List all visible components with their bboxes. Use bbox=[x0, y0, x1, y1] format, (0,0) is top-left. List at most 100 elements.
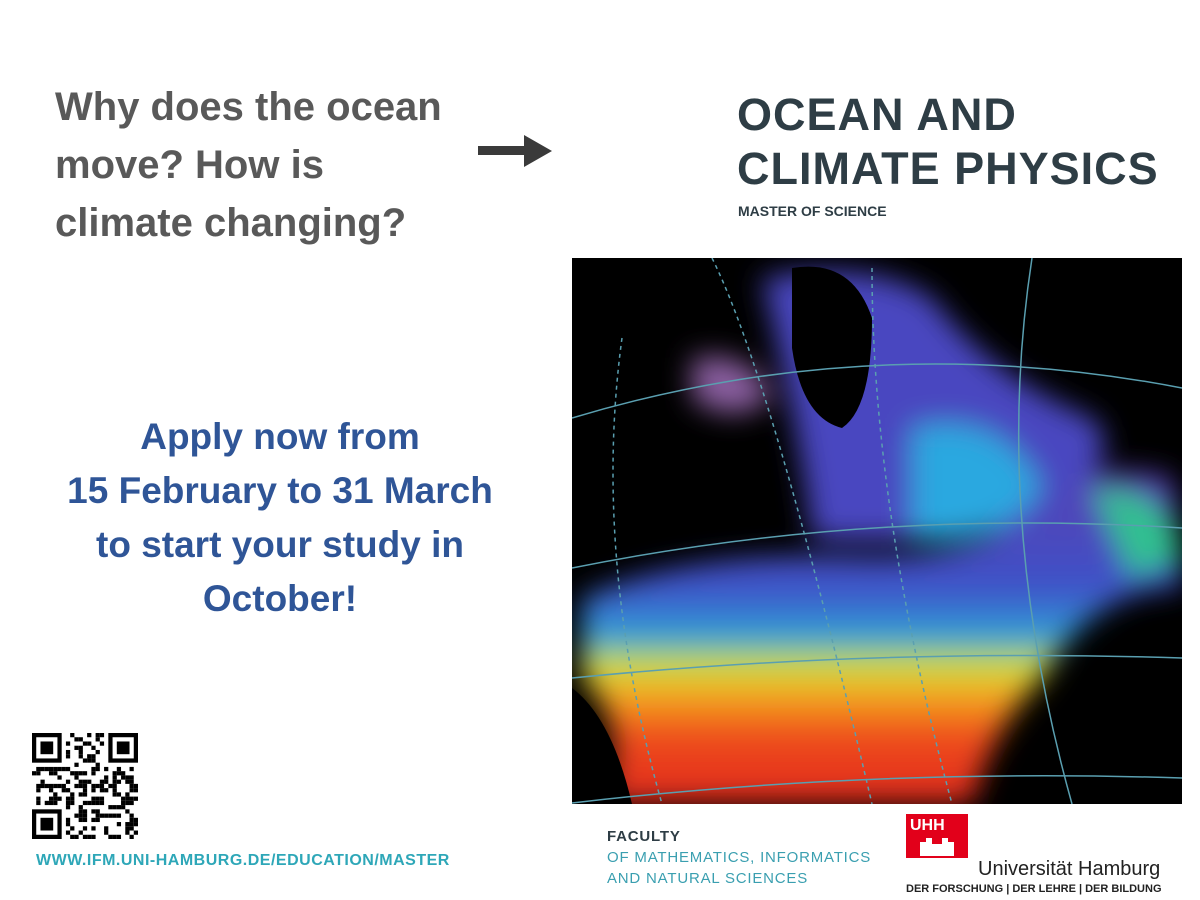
qr-module bbox=[91, 809, 96, 814]
qr-module bbox=[104, 779, 109, 784]
qr-module bbox=[87, 754, 92, 759]
qr-module bbox=[48, 783, 54, 789]
qr-module bbox=[78, 830, 83, 835]
qr-module bbox=[104, 788, 109, 793]
qr-module bbox=[129, 775, 134, 780]
qr-module bbox=[82, 813, 88, 818]
qr-module bbox=[91, 783, 96, 789]
qr-module bbox=[82, 783, 88, 789]
question-line: Why does the ocean bbox=[55, 85, 442, 129]
apply-line: Apply now from bbox=[140, 416, 420, 457]
qr-module bbox=[78, 783, 83, 789]
qr-module bbox=[57, 796, 62, 801]
qr-module bbox=[44, 766, 49, 772]
qr-module bbox=[57, 783, 62, 789]
apply-text: Apply now from 15 February to 31 March to … bbox=[30, 410, 530, 626]
qr-module bbox=[116, 822, 122, 827]
qr-module bbox=[91, 796, 96, 801]
qr-module bbox=[125, 822, 130, 827]
qr-module bbox=[40, 783, 45, 789]
qr-module bbox=[112, 771, 117, 776]
qr-module bbox=[95, 737, 100, 742]
qr-module bbox=[133, 783, 138, 789]
qr-module bbox=[125, 779, 130, 784]
qr-module bbox=[78, 792, 83, 797]
qr-module bbox=[91, 766, 96, 772]
qr-module bbox=[82, 826, 88, 831]
qr-module bbox=[65, 817, 71, 823]
qr-module bbox=[78, 817, 83, 823]
qr-module bbox=[104, 826, 109, 831]
qr-module bbox=[91, 800, 96, 806]
qr-module bbox=[65, 796, 71, 801]
qr-module bbox=[95, 766, 100, 772]
qr-module bbox=[70, 792, 75, 797]
qr-module bbox=[95, 817, 100, 823]
qr-module bbox=[129, 796, 134, 801]
qr-module bbox=[108, 805, 113, 810]
qr-module bbox=[61, 783, 66, 789]
qr-module bbox=[53, 771, 58, 776]
url[interactable]: WWW.IFM.UNI-HAMBURG.DE/EDUCATION/MASTER bbox=[36, 852, 450, 869]
qr-module bbox=[82, 741, 88, 746]
qr-module bbox=[40, 817, 54, 831]
qr-module bbox=[133, 830, 138, 835]
qr-module bbox=[36, 766, 41, 772]
qr-module bbox=[70, 800, 75, 806]
qr-module bbox=[99, 788, 105, 793]
qr-module bbox=[57, 766, 62, 772]
qr-module bbox=[125, 792, 130, 797]
qr-module bbox=[65, 779, 71, 784]
qr-module bbox=[121, 800, 126, 806]
qr-module bbox=[53, 796, 58, 801]
qr-module bbox=[65, 749, 71, 755]
qr-module bbox=[99, 779, 105, 784]
qr-module bbox=[125, 809, 130, 814]
qr-module bbox=[116, 766, 122, 772]
qr-module bbox=[125, 775, 130, 780]
qr-module bbox=[87, 733, 92, 738]
qr-module bbox=[133, 817, 138, 823]
qr-module bbox=[82, 779, 88, 784]
qr-module bbox=[129, 826, 134, 831]
qr-module bbox=[40, 766, 45, 772]
faculty-line: OF MATHEMATICS, INFORMATICS bbox=[607, 849, 872, 866]
qr-module bbox=[70, 834, 75, 839]
qr-module bbox=[74, 783, 79, 789]
qr-module bbox=[74, 762, 79, 767]
qr-module bbox=[78, 745, 83, 750]
qr-module bbox=[48, 771, 54, 776]
qr-module bbox=[53, 792, 58, 797]
qr-module bbox=[65, 805, 71, 810]
qr-module bbox=[87, 741, 92, 746]
qr-module bbox=[125, 800, 130, 806]
qr-module bbox=[91, 754, 96, 759]
qr-module bbox=[116, 813, 122, 818]
qr-module bbox=[95, 809, 100, 814]
qr-module bbox=[36, 783, 41, 789]
qr-module bbox=[129, 766, 134, 772]
qr-module bbox=[133, 796, 138, 801]
qr-module bbox=[82, 788, 88, 793]
qr-module bbox=[104, 766, 109, 772]
qr-module bbox=[78, 779, 83, 784]
qr-module bbox=[48, 788, 54, 793]
qr-module bbox=[95, 796, 100, 801]
qr-module bbox=[36, 800, 41, 806]
qr-module bbox=[87, 834, 92, 839]
qr-module bbox=[95, 783, 100, 789]
qr-module bbox=[70, 796, 75, 801]
uhh-logo: UHH bbox=[906, 814, 968, 858]
qr-module bbox=[112, 775, 117, 780]
qr-module bbox=[70, 771, 75, 776]
title-line: CLIMATE PHYSICS bbox=[737, 143, 1159, 194]
qr-module bbox=[112, 792, 117, 797]
qr-module bbox=[82, 809, 88, 814]
ocean-map bbox=[572, 258, 1182, 804]
qr-module bbox=[129, 800, 134, 806]
qr-module bbox=[91, 788, 96, 793]
qr-module bbox=[82, 758, 88, 763]
qr-module bbox=[108, 834, 113, 839]
qr-module bbox=[116, 771, 122, 776]
